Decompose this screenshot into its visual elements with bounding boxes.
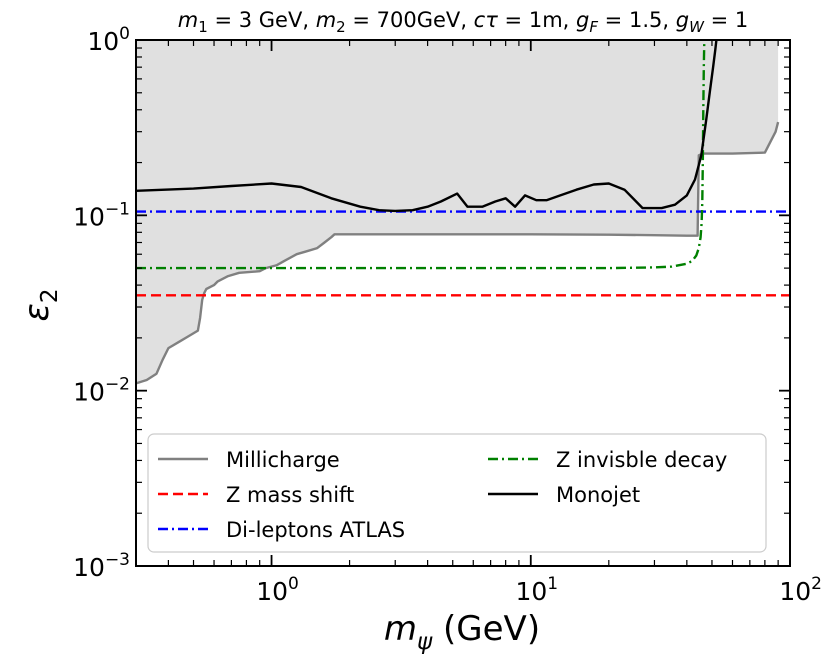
legend: Millicharge Z invisble decay Z mass shift M… [147, 433, 767, 553]
series-line-monojet [136, 40, 718, 213]
legend-box [147, 433, 767, 553]
legend-label-millicharge: Millicharge [226, 448, 340, 472]
plot-area [136, 40, 790, 385]
y-tick-label: 10−2 [73, 375, 130, 407]
x-tick-label: 102 [779, 574, 822, 606]
y-tick-label: 10−3 [73, 550, 130, 582]
plot-frame [135, 39, 791, 567]
legend-label-di-leptons-atlas: Di-leptons ATLAS [226, 518, 405, 542]
legend-label-z-invisble-decay: Z invisble decay [556, 448, 727, 472]
series-group [136, 40, 790, 385]
legend-label-monojet: Monojet [556, 483, 640, 507]
legend-label-z-mass-shift: Z mass shift [226, 483, 354, 507]
series-line-millicharge [136, 121, 780, 385]
y-tick-label: 100 [87, 24, 130, 56]
chart-title: m1 = 3 GeV, m2 = 700GeV, cτ = 1m, gF = 1… [178, 8, 748, 36]
x-tick-label: 100 [256, 574, 299, 606]
y-tick-label: 10−1 [73, 199, 130, 231]
y-axis-title: ε2 [17, 288, 63, 321]
x-axis-title: mψ (GeV) [384, 609, 540, 655]
tick-labels: 100 101 102 10−3 10−2 10−1 100 [73, 24, 822, 606]
x-tick-label: 101 [515, 574, 558, 606]
